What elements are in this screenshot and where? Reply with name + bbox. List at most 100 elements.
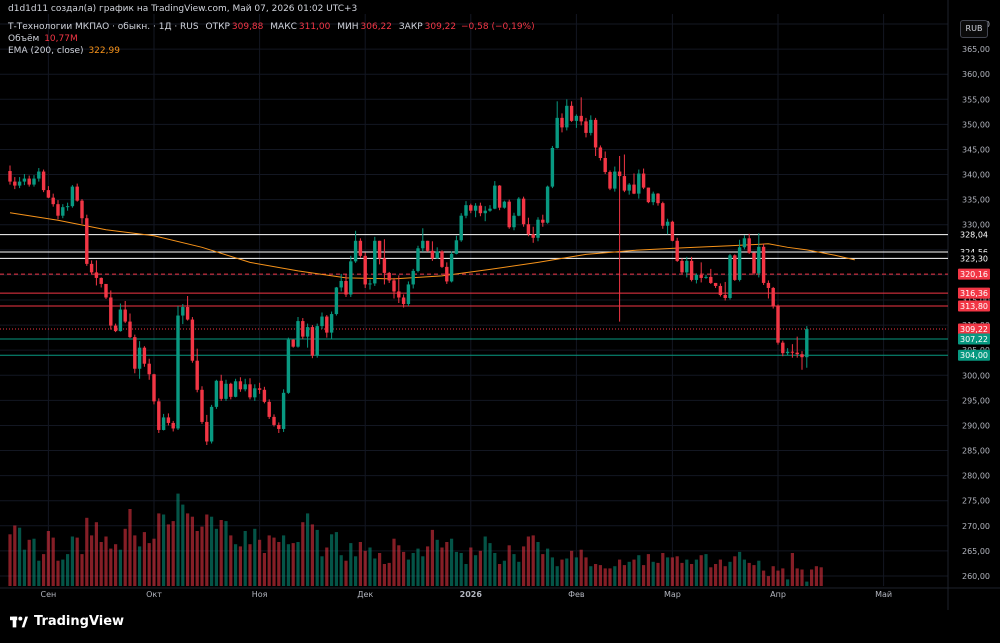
candle[interactable]: [723, 294, 727, 298]
candle[interactable]: [257, 388, 262, 390]
candle[interactable]: [51, 197, 55, 205]
candle[interactable]: [459, 215, 463, 241]
candle[interactable]: [61, 207, 65, 216]
candle[interactable]: [233, 381, 238, 397]
candle[interactable]: [219, 380, 223, 399]
candle[interactable]: [377, 240, 382, 259]
candle[interactable]: [781, 342, 785, 354]
candle[interactable]: [358, 240, 363, 256]
price-level-tag[interactable]: [957, 252, 991, 265]
candle[interactable]: [8, 171, 12, 182]
candle[interactable]: [435, 251, 439, 259]
candle[interactable]: [75, 186, 79, 201]
candle[interactable]: [272, 416, 276, 425]
candle[interactable]: [656, 193, 660, 204]
candle[interactable]: [344, 280, 348, 295]
candle[interactable]: [214, 380, 219, 407]
candle[interactable]: [401, 297, 406, 305]
candle[interactable]: [368, 283, 372, 285]
candle[interactable]: [32, 178, 36, 185]
candle[interactable]: [728, 255, 732, 298]
candle[interactable]: [512, 215, 516, 228]
candle[interactable]: [94, 272, 99, 278]
candle[interactable]: [757, 246, 761, 274]
candle[interactable]: [305, 327, 310, 337]
candle[interactable]: [397, 291, 401, 298]
price-level-tag[interactable]: [958, 300, 990, 312]
candle[interactable]: [747, 238, 751, 253]
candle[interactable]: [713, 282, 718, 286]
price-level-tag[interactable]: [958, 349, 990, 361]
candle[interactable]: [541, 219, 545, 223]
candle[interactable]: [41, 171, 46, 191]
candle[interactable]: [56, 204, 60, 216]
candle[interactable]: [445, 266, 449, 282]
candle[interactable]: [795, 352, 799, 355]
candle[interactable]: [118, 309, 123, 332]
candle[interactable]: [200, 389, 204, 422]
candle[interactable]: [584, 121, 588, 133]
candle[interactable]: [776, 306, 780, 343]
candle[interactable]: [478, 205, 483, 214]
ema-label[interactable]: EMA (200, close): [8, 46, 84, 56]
candle[interactable]: [800, 354, 804, 358]
candle[interactable]: [718, 285, 723, 295]
candle[interactable]: [689, 260, 694, 280]
candle[interactable]: [181, 307, 185, 316]
candle[interactable]: [229, 383, 233, 397]
candle[interactable]: [579, 115, 583, 122]
candle[interactable]: [646, 187, 651, 203]
candle[interactable]: [27, 178, 31, 185]
candle[interactable]: [603, 158, 607, 173]
candle[interactable]: [205, 421, 209, 442]
candle[interactable]: [277, 424, 281, 429]
candle[interactable]: [406, 284, 411, 305]
candle[interactable]: [329, 314, 334, 333]
candle[interactable]: [473, 205, 478, 211]
candle[interactable]: [651, 193, 655, 203]
candle[interactable]: [310, 327, 315, 356]
candle[interactable]: [147, 363, 151, 375]
candle[interactable]: [574, 115, 579, 121]
candle[interactable]: [637, 173, 641, 194]
candle[interactable]: [142, 347, 147, 364]
candle[interactable]: [349, 261, 353, 295]
candle[interactable]: [699, 274, 703, 278]
candle[interactable]: [449, 253, 454, 282]
candle[interactable]: [704, 276, 708, 278]
price-level-tag[interactable]: [958, 333, 990, 345]
price-level-tag[interactable]: [958, 323, 990, 335]
candle[interactable]: [325, 316, 329, 333]
candle[interactable]: [507, 201, 511, 228]
currency-button[interactable]: RUB: [960, 20, 988, 38]
candle[interactable]: [680, 260, 684, 273]
candle[interactable]: [128, 321, 132, 338]
candle[interactable]: [661, 203, 665, 226]
candle[interactable]: [497, 185, 502, 208]
candle[interactable]: [137, 347, 142, 369]
candle[interactable]: [665, 221, 670, 226]
candle[interactable]: [440, 251, 444, 267]
candle[interactable]: [421, 240, 425, 249]
candle[interactable]: [622, 176, 627, 191]
candle[interactable]: [737, 247, 742, 280]
candle[interactable]: [694, 274, 699, 280]
candle[interactable]: [301, 321, 305, 337]
candle[interactable]: [545, 186, 550, 223]
candle[interactable]: [531, 234, 535, 238]
candle[interactable]: [521, 198, 526, 225]
candle[interactable]: [296, 321, 300, 347]
candle[interactable]: [176, 315, 180, 429]
candle[interactable]: [185, 307, 190, 320]
candle[interactable]: [502, 201, 507, 208]
candle[interactable]: [483, 210, 487, 214]
candle[interactable]: [766, 282, 771, 288]
candle[interactable]: [253, 388, 257, 398]
price-level-tag[interactable]: [958, 287, 990, 299]
candle[interactable]: [209, 406, 214, 442]
candle[interactable]: [790, 351, 795, 353]
candle[interactable]: [22, 178, 27, 182]
candle[interactable]: [339, 280, 343, 288]
candle[interactable]: [464, 205, 468, 216]
candle[interactable]: [123, 309, 127, 322]
